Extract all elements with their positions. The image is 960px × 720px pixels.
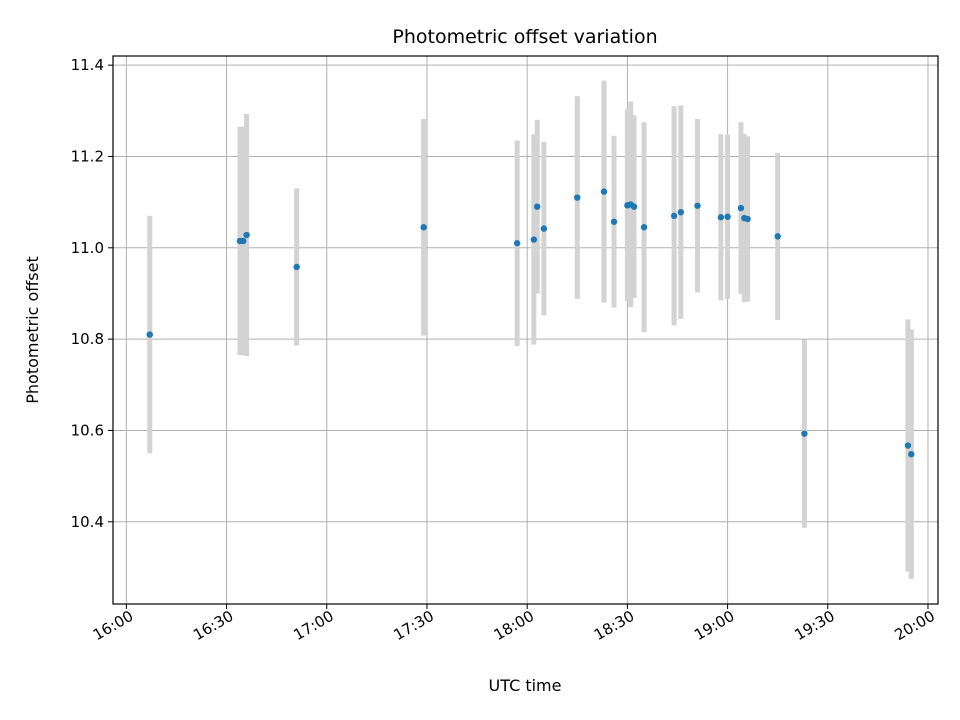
data-point xyxy=(513,240,521,247)
data-point xyxy=(737,204,745,212)
data-point xyxy=(724,213,731,220)
data-point xyxy=(908,451,915,458)
data-point xyxy=(610,218,618,225)
x-axis-title: UTC time xyxy=(489,676,562,695)
y-tick-label: 11.4 xyxy=(71,56,104,74)
data-point xyxy=(146,331,153,338)
y-tick-label: 10.4 xyxy=(71,513,104,531)
data-point xyxy=(293,263,300,271)
data-point xyxy=(574,194,581,201)
data-point xyxy=(640,224,648,231)
data-point xyxy=(677,208,685,216)
y-tick-label: 11.0 xyxy=(71,239,104,257)
data-point xyxy=(801,430,808,437)
data-point xyxy=(420,224,427,231)
data-point xyxy=(774,233,781,240)
data-points xyxy=(146,188,915,458)
y-tick-label: 10.8 xyxy=(71,330,104,348)
data-point xyxy=(540,225,548,232)
y-axis: 10.4 10.6 10.8 11.0 11.2 11.4 xyxy=(71,56,113,531)
data-point xyxy=(670,212,678,220)
data-point xyxy=(533,203,541,210)
chart-title: Photometric offset variation xyxy=(392,26,657,48)
data-point xyxy=(240,237,247,245)
data-point xyxy=(717,214,725,221)
data-point xyxy=(243,231,250,239)
data-point xyxy=(530,236,538,243)
data-point xyxy=(600,188,608,195)
data-point xyxy=(904,442,912,449)
y-axis-title: Photometric offset xyxy=(23,256,42,404)
y-tick-label: 11.2 xyxy=(71,147,104,165)
data-point xyxy=(694,202,701,209)
plot-frame xyxy=(112,55,939,605)
data-point xyxy=(630,203,638,210)
data-point xyxy=(744,215,751,223)
y-tick-label: 10.6 xyxy=(71,421,104,439)
